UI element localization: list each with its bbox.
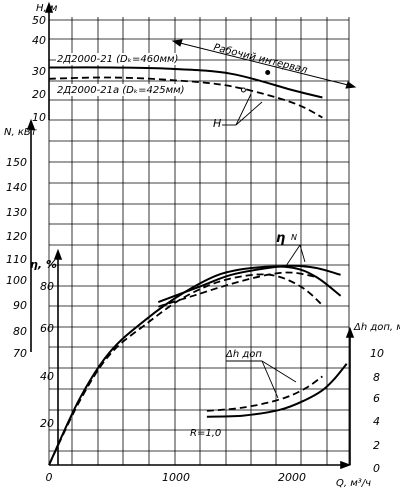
npsh-tick: 10: [370, 347, 384, 360]
eta-axis-arrow: [53, 248, 63, 260]
eta-axis-ticks: 80 60 40 20: [40, 280, 54, 430]
h-axis-ticks: 50 40 30 20 10: [32, 14, 46, 124]
eta-tick: 20: [40, 417, 54, 430]
n-tick: 130: [6, 206, 27, 219]
h-tick: 30: [32, 65, 46, 78]
n-curve-marker: N: [291, 233, 297, 242]
h-curve-point: [265, 70, 271, 75]
n-curve-a: [157, 264, 341, 304]
axis-lines: [26, 1, 355, 470]
npsh-axis-title: Δh доп, м: [353, 322, 400, 333]
npsh-axis-arrow: [345, 326, 355, 338]
n-tick: 70: [13, 347, 27, 360]
h-tick: 40: [32, 34, 46, 47]
npsh-curve-a: [206, 363, 348, 418]
npsh-tick: 0: [373, 462, 380, 475]
n-tick: 110: [6, 253, 27, 266]
work-range-label: Рабочий интервал: [212, 41, 309, 76]
q-axis-ticks: 0 1000 2000: [46, 471, 307, 484]
npsh-axis-ticks: 10 8 6 4 2 0: [370, 347, 384, 475]
q-axis-title: Q, м³/ч: [336, 478, 371, 489]
n-axis-ticks: 150 140 130 120 110 100 90 80 70: [6, 156, 27, 360]
n-tick: 100: [6, 274, 27, 287]
h-curve-b: [48, 76, 323, 119]
q-tick: 0: [46, 471, 53, 484]
n-curve-b: [158, 271, 317, 308]
q-tick: 1000: [162, 471, 190, 484]
npsh-curve-marker: Δh доп: [225, 349, 262, 360]
n-tick: 140: [6, 181, 27, 194]
npsh-tick: 4: [373, 415, 380, 428]
n-tick: 150: [6, 156, 27, 169]
q-axis-arrow: [340, 460, 352, 470]
eta-curve-a: [48, 265, 342, 466]
h-curve-point: [240, 87, 246, 93]
npsh-tick: 2: [373, 439, 380, 452]
pump-b-label: 2Д2000-21а (Dₖ=425мм): [57, 85, 185, 96]
eta-tick: 80: [40, 280, 54, 293]
work-range-arrow: [171, 39, 357, 89]
h-curve-marker: H: [213, 117, 221, 130]
r-label: R=1,0: [190, 428, 221, 439]
n-tick: 90: [13, 299, 27, 312]
h-axis-arrow: [44, 1, 54, 13]
n-axis-title: N, кВт: [4, 127, 38, 138]
h-tick: 20: [32, 88, 46, 101]
h-tick: 50: [32, 14, 46, 27]
h-axis-title: H, м: [36, 3, 58, 14]
eta-leaders: [276, 244, 306, 267]
eta-curve-b: [48, 273, 324, 466]
npsh-tick: 6: [373, 392, 380, 405]
n-axis-arrow: [26, 118, 36, 130]
eta-tick: 60: [40, 322, 54, 335]
npsh-tick: 8: [373, 371, 380, 384]
eta-curve-marker: η: [276, 231, 285, 246]
npsh-curve-b: [206, 375, 323, 412]
q-tick: 2000: [278, 471, 306, 484]
npsh-leaders: [226, 360, 297, 399]
h-leaders: [222, 93, 263, 126]
n-tick: 80: [13, 325, 27, 338]
pump-a-label: 2Д2000-21 (Dₖ=460мм): [57, 54, 178, 65]
eta-axis-title: η, %: [30, 258, 57, 271]
n-tick: 120: [6, 230, 27, 243]
eta-tick: 40: [40, 370, 54, 383]
curves: [48, 66, 348, 466]
h-curve-a: [48, 66, 323, 99]
h-tick: 10: [32, 111, 46, 124]
